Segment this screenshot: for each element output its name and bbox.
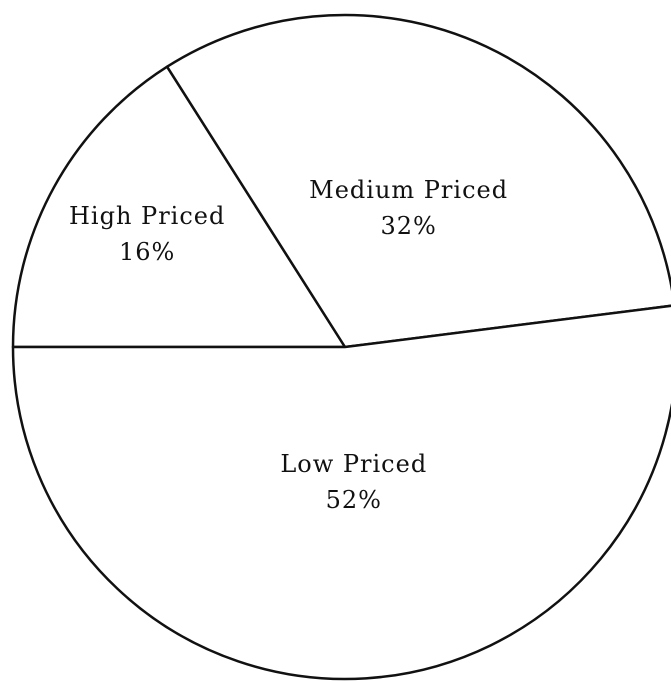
slice-value-label: 32% (380, 212, 436, 240)
slice-label: Medium Priced (309, 176, 508, 204)
pie-slice (165, 13, 671, 349)
pie-slice (11, 304, 671, 681)
slice-label: Low Priced (280, 450, 427, 478)
slice-value-label: 16% (119, 238, 175, 266)
slice-label: High Priced (69, 202, 225, 230)
pie-slice (11, 65, 347, 349)
slice-value-label: 52% (326, 486, 382, 514)
